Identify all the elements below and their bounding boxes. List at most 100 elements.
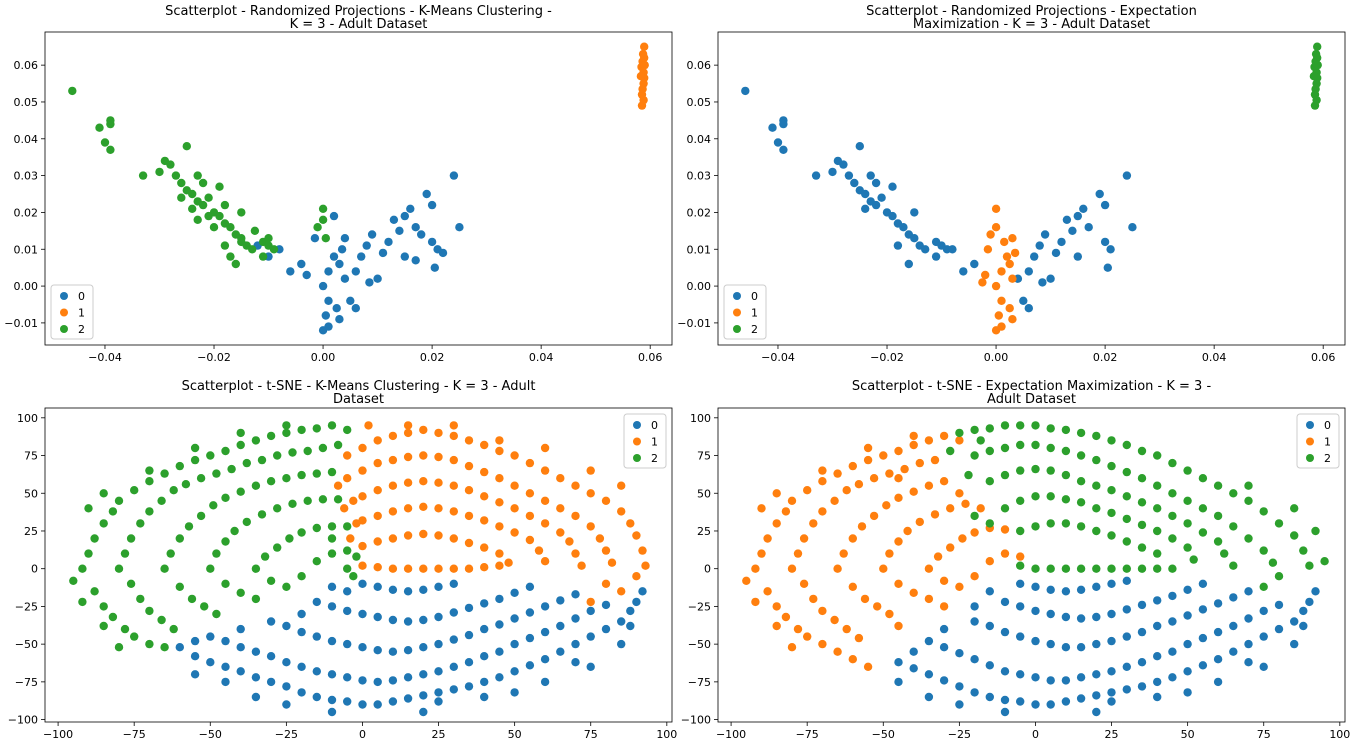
data-point bbox=[251, 481, 261, 490]
data-point bbox=[632, 597, 641, 607]
data-point bbox=[781, 612, 791, 622]
x-tick-label: 100 bbox=[656, 728, 677, 741]
data-point bbox=[343, 425, 352, 435]
data-point bbox=[282, 582, 291, 591]
x-tick-label: −25 bbox=[948, 728, 971, 741]
data-point bbox=[221, 446, 230, 456]
data-point bbox=[601, 624, 611, 634]
data-point bbox=[388, 615, 398, 625]
legend-label: 2 bbox=[751, 323, 758, 336]
data-point bbox=[964, 470, 973, 480]
data-point bbox=[480, 563, 489, 572]
data-point bbox=[1259, 662, 1268, 671]
data-point bbox=[1016, 421, 1025, 430]
data-point bbox=[1137, 627, 1147, 637]
data-point bbox=[1198, 605, 1208, 614]
y-tick-label: 0.02 bbox=[687, 206, 712, 219]
data-point bbox=[1122, 685, 1132, 694]
data-point bbox=[236, 428, 245, 438]
data-point bbox=[1046, 700, 1055, 709]
series-2 bbox=[1309, 42, 1322, 110]
data-point bbox=[1092, 670, 1101, 679]
y-tick-label: 0.00 bbox=[687, 280, 712, 293]
data-point bbox=[1046, 274, 1055, 283]
y-tick-label: 0.01 bbox=[687, 243, 712, 256]
data-point bbox=[220, 241, 230, 250]
legend-label: 1 bbox=[1324, 436, 1331, 449]
data-point bbox=[976, 436, 985, 445]
data-point bbox=[346, 534, 355, 543]
chart-title-line-1: Scatterplot - t-SNE - Expectation Maximi… bbox=[852, 379, 1212, 394]
data-point bbox=[114, 496, 124, 505]
data-point bbox=[99, 519, 108, 528]
data-point bbox=[313, 223, 322, 232]
data-point bbox=[540, 557, 550, 566]
data-point bbox=[510, 639, 519, 649]
data-point bbox=[367, 230, 377, 239]
data-point bbox=[329, 252, 339, 261]
data-point bbox=[400, 252, 409, 261]
data-point bbox=[221, 677, 230, 687]
data-point bbox=[321, 311, 330, 320]
data-point bbox=[1092, 504, 1101, 513]
data-point bbox=[136, 594, 145, 604]
data-point bbox=[1183, 496, 1192, 505]
data-point bbox=[773, 138, 783, 147]
data-point bbox=[343, 522, 352, 531]
data-point bbox=[1137, 520, 1147, 530]
data-point bbox=[909, 588, 918, 597]
data-point bbox=[449, 564, 458, 573]
legend-marker bbox=[733, 292, 741, 300]
data-point bbox=[464, 486, 474, 495]
data-point bbox=[495, 620, 504, 629]
data-point bbox=[198, 178, 208, 188]
data-point bbox=[68, 86, 77, 96]
data-point bbox=[1137, 474, 1147, 483]
data-point bbox=[166, 160, 175, 169]
data-point bbox=[188, 204, 197, 213]
data-point bbox=[1031, 464, 1040, 474]
data-point bbox=[818, 477, 827, 486]
x-tick-label: 0.02 bbox=[420, 351, 445, 364]
x-tick-label: 0.00 bbox=[311, 351, 336, 364]
data-point bbox=[136, 519, 145, 528]
legend-marker bbox=[633, 437, 641, 446]
data-point bbox=[182, 142, 191, 151]
data-point bbox=[991, 281, 1001, 291]
x-tick-label: 50 bbox=[508, 728, 522, 741]
data-point bbox=[449, 481, 458, 490]
data-point bbox=[251, 436, 261, 445]
legend-label: 1 bbox=[78, 307, 85, 320]
data-point bbox=[388, 481, 398, 490]
data-point bbox=[1068, 226, 1077, 235]
data-point bbox=[327, 549, 337, 558]
data-point bbox=[1290, 617, 1299, 626]
data-point bbox=[955, 649, 964, 658]
data-point bbox=[206, 451, 215, 460]
data-point bbox=[297, 609, 306, 619]
data-point bbox=[997, 296, 1006, 305]
data-point bbox=[617, 481, 626, 490]
data-point bbox=[955, 700, 964, 709]
data-point bbox=[565, 537, 574, 546]
data-point bbox=[358, 700, 367, 709]
series-1 bbox=[978, 204, 1020, 335]
data-point bbox=[877, 193, 886, 202]
data-point bbox=[419, 670, 428, 679]
data-point bbox=[991, 204, 1001, 213]
data-point bbox=[1000, 695, 1010, 705]
data-point bbox=[337, 245, 347, 254]
data-point bbox=[373, 274, 382, 283]
data-point bbox=[1244, 496, 1253, 505]
data-point bbox=[99, 621, 108, 631]
data-point bbox=[985, 477, 994, 486]
data-point bbox=[640, 60, 649, 70]
data-point bbox=[1168, 534, 1177, 543]
data-point bbox=[1106, 245, 1115, 254]
data-point bbox=[781, 507, 791, 516]
data-point bbox=[1299, 546, 1308, 555]
data-point bbox=[842, 624, 851, 634]
data-point bbox=[206, 564, 215, 573]
data-point bbox=[333, 440, 343, 450]
data-point bbox=[924, 692, 934, 702]
